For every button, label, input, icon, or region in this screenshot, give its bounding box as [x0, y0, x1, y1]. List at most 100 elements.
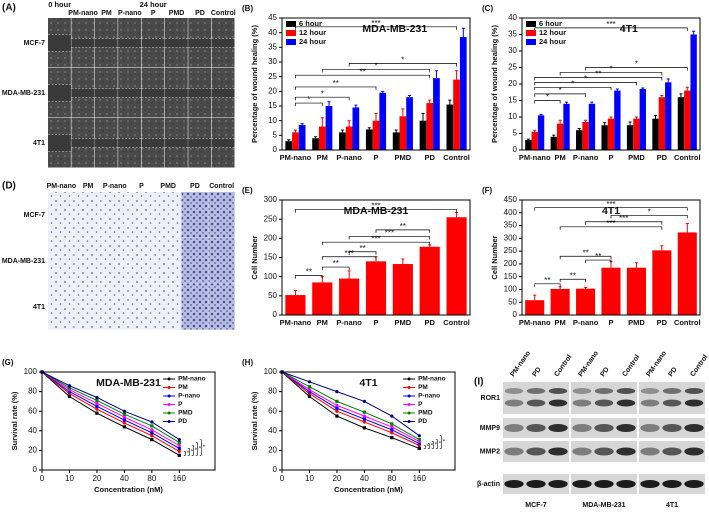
bracket: [585, 259, 612, 264]
blot-band: [526, 480, 546, 488]
legend-label: PM-nano: [418, 376, 445, 383]
error-bar: [565, 101, 568, 104]
microscopy-image: [181, 238, 208, 284]
line: [41, 371, 180, 441]
blot-band: [662, 447, 682, 456]
significance: *: [435, 443, 438, 449]
y-tick-label: 40: [268, 28, 277, 37]
blot-band: [616, 399, 636, 407]
lane-label: PD: [531, 366, 542, 378]
legend-swatch: [526, 21, 536, 27]
legend-marker: [407, 394, 411, 398]
significance: *: [191, 449, 194, 455]
wound-edge: [141, 88, 165, 98]
bar: [318, 126, 326, 150]
column-label: PMD: [169, 10, 185, 17]
bar: [556, 123, 564, 150]
marker: [307, 394, 312, 399]
error-bar: [428, 99, 432, 104]
significance: *: [648, 207, 651, 216]
x-tick-label: Control: [674, 153, 701, 162]
panel-label: (G): [2, 358, 14, 367]
y-tick-label: 50: [508, 297, 517, 306]
bracket: [375, 229, 431, 233]
panel-label: (D): [2, 181, 16, 192]
bar: [285, 141, 293, 150]
bar: [626, 267, 646, 315]
marker: [150, 434, 154, 438]
microscopy-image: [128, 238, 155, 284]
blot-band: [526, 388, 546, 394]
y-tick-label: 20: [508, 79, 517, 88]
bar: [419, 246, 440, 315]
chart-title: 4T1: [620, 23, 638, 35]
marker: [67, 386, 72, 390]
legend-marker: [407, 403, 411, 406]
wound-gap: [188, 88, 212, 98]
legend-label: PM: [178, 384, 188, 391]
legend-marker: [167, 394, 171, 398]
microscopy-image: [74, 238, 102, 284]
legend-marker: [167, 420, 171, 423]
x-tick-label: PMD: [628, 318, 645, 327]
y-tick-label: 0: [273, 310, 278, 319]
y-tick-label: 400: [504, 208, 518, 217]
marker: [150, 438, 154, 442]
blot-band: [572, 424, 592, 432]
panel-label: (H): [242, 358, 253, 367]
y-tick-label: 0: [273, 465, 278, 474]
lane-label: Control: [553, 354, 573, 378]
x-tick-label: PMD: [628, 153, 645, 162]
significance: *: [559, 86, 562, 95]
line: [41, 371, 180, 449]
legend-label: 12 hour: [539, 28, 566, 37]
chart-title: MDA-MB-231: [362, 23, 427, 35]
x-tick-label: 40: [360, 474, 369, 483]
bar: [525, 300, 545, 315]
wound-edge: [141, 138, 165, 148]
x-tick-label: 10: [305, 474, 314, 483]
wound-edge: [211, 138, 235, 148]
microscopy-image: [101, 192, 128, 238]
y-tick-label: 50: [268, 291, 277, 300]
bar: [601, 125, 608, 150]
group-label: MDA-MB-231: [582, 502, 625, 509]
marker: [95, 411, 99, 415]
wound-edge: [211, 88, 235, 98]
blot-band: [684, 480, 704, 488]
error-bar: [434, 70, 438, 79]
significance: *: [609, 65, 612, 74]
marker: [390, 414, 394, 418]
blot-band: [662, 399, 682, 407]
bar: [453, 79, 460, 150]
bracket: [348, 251, 377, 255]
x-tick-label: P: [373, 153, 378, 162]
y-tick-label: 350: [504, 221, 518, 230]
bracket: [321, 256, 377, 260]
error-bar: [615, 88, 619, 91]
x-tick-label: PD: [425, 318, 436, 327]
bar: [446, 104, 454, 150]
y-tick-label: 250: [504, 246, 518, 255]
y-axis-title: Percentage of wound healing (%): [490, 25, 499, 143]
significance: **: [306, 268, 312, 277]
x-tick-label: P: [608, 318, 613, 327]
x-tick-label: Control: [674, 318, 701, 327]
wound-gap: [71, 138, 95, 148]
column-label: PM: [101, 10, 112, 17]
line: [41, 371, 180, 456]
marker: [177, 446, 181, 451]
bar: [652, 250, 672, 315]
bracket: [610, 214, 688, 219]
y-tick-label: 100: [504, 285, 518, 294]
y-tick-label: 5: [513, 129, 518, 138]
legend-marker: [407, 411, 411, 415]
bracket: [534, 27, 688, 31]
bar: [399, 116, 407, 150]
bar: [433, 78, 440, 150]
x-tick-label: P-nano: [336, 153, 362, 162]
bracket: [295, 275, 323, 279]
x-tick-label: PM-nano: [280, 153, 312, 162]
marker: [95, 395, 99, 400]
error-bar: [685, 86, 689, 91]
